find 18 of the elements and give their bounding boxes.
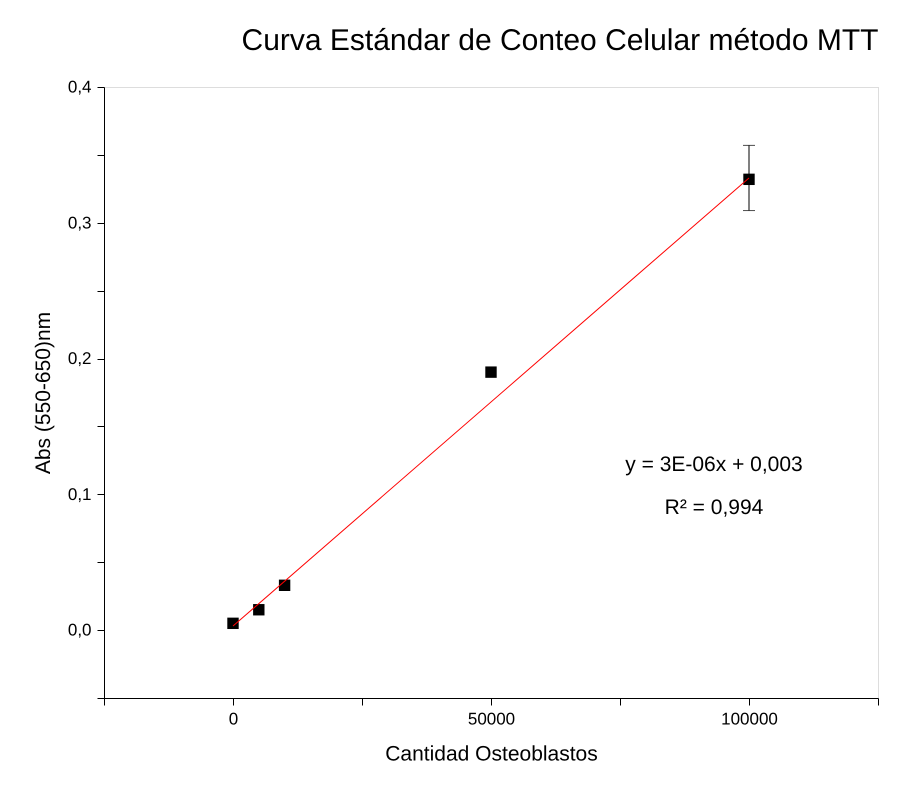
annotation: R² = 0,994 <box>664 496 764 519</box>
x-axis-title: Cantidad Osteoblastos <box>385 742 598 766</box>
y-tick-label: 0,3 <box>68 213 92 232</box>
y-tick-label: 0,1 <box>68 484 92 504</box>
x-tick-label: 50000 <box>468 710 516 728</box>
point <box>278 580 290 592</box>
chart-title: Curva Estándar de Conteo Celular método MTT <box>242 24 878 57</box>
point <box>485 366 497 378</box>
y-axis-title: Abs (550-650)nm <box>32 312 55 474</box>
point <box>253 604 264 616</box>
y-tick-label: 0,0 <box>68 620 92 640</box>
point <box>227 618 239 630</box>
annotation: y = 3E-06x + 0,003 <box>625 453 803 476</box>
point <box>743 174 755 186</box>
x-tick-label: 0 <box>228 710 238 728</box>
y-tick-label: 0,4 <box>68 78 92 96</box>
y-tick-label: 0,2 <box>68 349 92 368</box>
x-tick-label: 100000 <box>721 710 778 728</box>
